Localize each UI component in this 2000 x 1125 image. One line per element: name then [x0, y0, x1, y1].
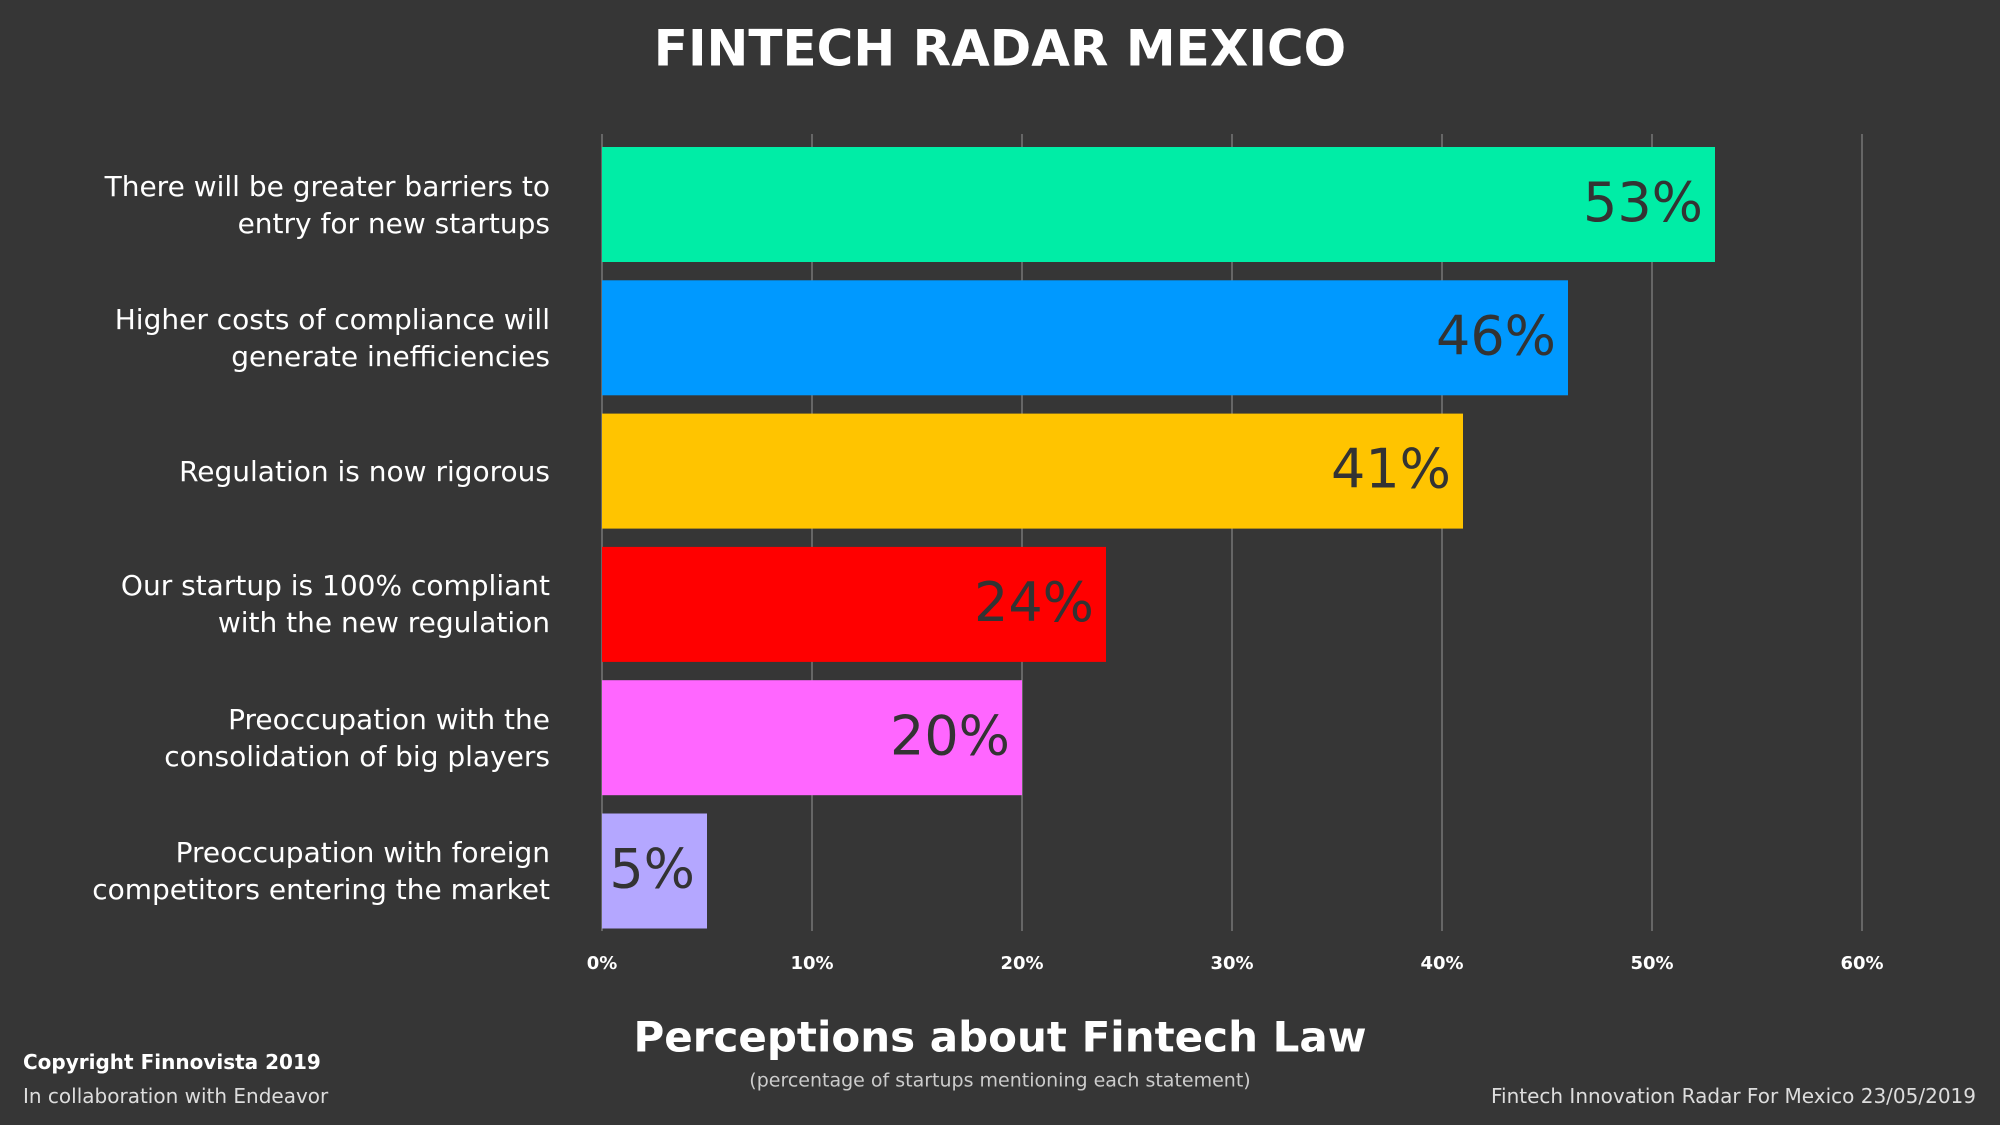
bar — [602, 813, 707, 929]
x-tick-label: 60% — [1840, 953, 1883, 974]
bar — [602, 413, 1463, 529]
chart-title: Perceptions about Fintech Law — [633, 1013, 1366, 1062]
category-label: Our startup is 100% compliant with the n… — [120, 569, 550, 640]
value-label: 53% — [1583, 171, 1703, 234]
value-label: 20% — [890, 704, 1010, 767]
bar — [602, 680, 1022, 796]
x-tick-label: 50% — [1630, 953, 1673, 974]
source: Fintech Innovation Radar For Mexico 23/0… — [1490, 1084, 1976, 1108]
value-label: 41% — [1331, 438, 1451, 501]
value-label: 24% — [974, 571, 1094, 634]
category-label: Regulation is now rigorous — [179, 454, 550, 488]
bar — [602, 147, 1715, 262]
bar — [602, 280, 1568, 396]
category-label: Preoccupation with the consolidation of … — [164, 702, 550, 773]
chart-subtitle: (percentage of startups mentioning each … — [749, 1070, 1250, 1092]
bar — [602, 546, 1106, 662]
category-label: Higher costs of compliance will generate… — [114, 302, 550, 373]
x-tick-label: 10% — [790, 953, 833, 974]
x-tick-label: 20% — [1000, 953, 1043, 974]
category-label: Preoccupation with foreign competitors e… — [92, 836, 550, 906]
collaboration: In collaboration with Endeavor — [23, 1084, 329, 1108]
category-label: There will be greater barriers to entry … — [104, 169, 550, 240]
x-tick-label: 40% — [1420, 953, 1463, 974]
x-tick-label: 0% — [587, 953, 618, 974]
value-label: 46% — [1436, 304, 1556, 367]
x-tick-label: 30% — [1210, 953, 1253, 974]
page-title: FINTECH RADAR MEXICO — [654, 20, 1346, 78]
value-label: 5% — [609, 838, 695, 901]
copyright: Copyright Finnovista 2019 — [23, 1050, 321, 1074]
